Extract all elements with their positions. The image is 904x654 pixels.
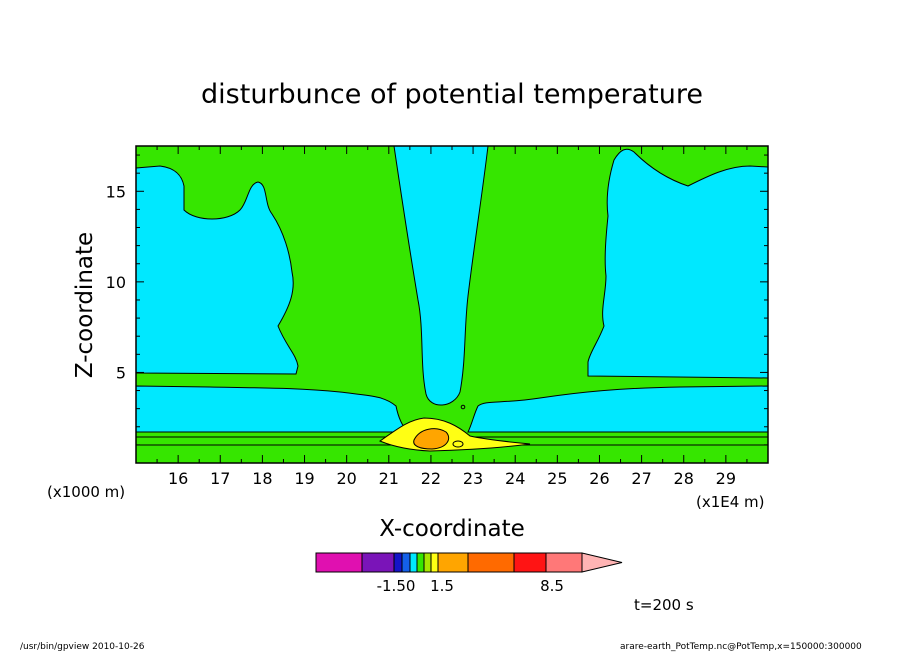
colorbar-labels: -1.50 1.5 8.5 (377, 577, 564, 595)
colorbar-segment (409, 552, 418, 573)
colorbar-segment (513, 552, 547, 573)
x-tick-label: 17 (210, 469, 230, 488)
colorbar-label: 8.5 (540, 577, 564, 595)
contour-right-upper-region (587, 148, 769, 379)
contour-lower-right-band (467, 385, 769, 433)
contour-tiny-dot (460, 404, 466, 410)
colorbar-segment (315, 552, 363, 573)
x-tick-label: 21 (379, 469, 399, 488)
contour-central-column (393, 145, 489, 406)
x-axis-label: X-coordinate (379, 516, 525, 542)
time-label: t=200 s (634, 596, 694, 614)
contour-small-ring (452, 440, 464, 448)
colorbar-label: 1.5 (430, 577, 454, 595)
x-tick-label: 19 (294, 469, 314, 488)
y-axis-label: Z-coordinate (72, 232, 98, 378)
colorbar-segment (423, 552, 432, 573)
plot-area: 16 17 18 19 20 21 22 23 24 25 26 27 28 29 5 10 15 (106, 145, 769, 488)
x-tick-label: 20 (336, 469, 356, 488)
x-tick-label: 26 (589, 469, 609, 488)
colorbar-arrow (581, 552, 623, 573)
colorbar-segment (401, 552, 411, 573)
x-ticks: 16 17 18 19 20 21 22 23 24 25 26 27 28 29 (135, 146, 769, 488)
x-tick-label: 16 (168, 469, 188, 488)
contour-warm-center (413, 428, 450, 450)
footer-right: arare-earth_PotTemp.nc@PotTemp,x=150000:… (620, 642, 862, 652)
colorbar-segment (361, 552, 395, 573)
y-tick-label: 15 (106, 182, 126, 201)
colorbar (315, 552, 623, 573)
x-tick-label: 22 (421, 469, 441, 488)
x-tick-label: 18 (252, 469, 272, 488)
footer-left: /usr/bin/gpview 2010-10-26 (20, 642, 145, 652)
x-tick-label: 28 (674, 469, 694, 488)
contour-lower-left-band (135, 385, 410, 433)
colorbar-segment (467, 552, 515, 573)
colorbar-segment (437, 552, 469, 573)
colorbar-segment (430, 552, 439, 573)
x-tick-label: 23 (463, 469, 483, 488)
x-tick-label: 25 (547, 469, 567, 488)
contour-left-upper-region (135, 165, 299, 375)
x-tick-label: 24 (505, 469, 525, 488)
colorbar-segment (416, 552, 425, 573)
y-unit-label: (x1000 m) (47, 483, 125, 501)
colorbar-label: -1.50 (377, 577, 416, 595)
x-unit-label: (x1E4 m) (696, 493, 765, 511)
y-tick-label: 5 (116, 363, 126, 382)
y-tick-label: 10 (106, 273, 126, 292)
y-ticks: 5 10 15 (106, 154, 768, 446)
x-tick-label: 27 (631, 469, 651, 488)
colorbar-segment (545, 552, 583, 573)
colorbar-segment (393, 552, 403, 573)
x-tick-label: 29 (716, 469, 736, 488)
chart-title: disturbunce of potential temperature (201, 79, 703, 110)
